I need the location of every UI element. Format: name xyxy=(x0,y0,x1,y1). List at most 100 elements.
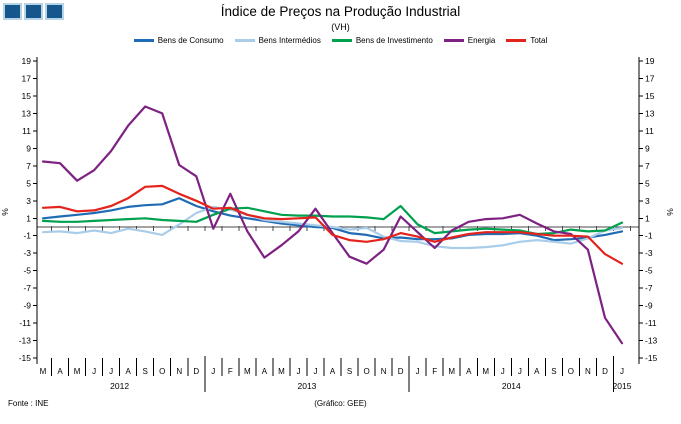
x-month-label: D xyxy=(398,367,404,376)
y-tick-label-left: 15 xyxy=(22,91,32,101)
x-month-label: M xyxy=(448,367,455,376)
legend: Bens de Consumo Bens Intermédios Bens de I… xyxy=(0,36,681,45)
y-tick-label-right: 11 xyxy=(645,126,654,136)
y-tick-label-left: -5 xyxy=(23,266,31,276)
y-tick-label-right: -1 xyxy=(645,231,653,241)
y-tick-label-right: -9 xyxy=(645,301,653,311)
y-tick-label-right: 5 xyxy=(645,178,650,188)
x-month-label: J xyxy=(501,367,505,376)
chart-subtitle: (VH) xyxy=(331,22,350,32)
y-tick-label-left: 1 xyxy=(26,213,31,223)
y-tick-label-left: 9 xyxy=(26,143,31,153)
x-month-label: N xyxy=(176,367,182,376)
legend-label: Bens de Investimento xyxy=(355,36,433,45)
x-year-label: 2015 xyxy=(613,381,632,391)
legend-item-total: Total xyxy=(506,36,547,45)
x-month-label: A xyxy=(262,367,268,376)
y-tick-label-left: 5 xyxy=(26,178,31,188)
x-month-label: O xyxy=(568,367,574,376)
x-month-label: S xyxy=(143,367,148,376)
legend-swatch xyxy=(331,39,352,42)
x-month-label: A xyxy=(125,367,131,376)
y-tick-label-left: 19 xyxy=(22,56,32,66)
x-month-label: J xyxy=(620,367,624,376)
x-year-label: 2012 xyxy=(110,381,129,391)
series-line-bens-de-investimento xyxy=(41,204,624,236)
y-tick-label-left: -1 xyxy=(23,231,31,241)
x-month-label: D xyxy=(602,367,608,376)
x-month-label: S xyxy=(347,367,352,376)
x-month-label: F xyxy=(432,367,437,376)
y-tick-label-left: 13 xyxy=(22,108,32,118)
y-tick-label-left: -9 xyxy=(23,301,31,311)
x-month-label: J xyxy=(296,367,300,376)
logo xyxy=(3,3,64,20)
legend-label: Bens Intermédios xyxy=(258,36,321,45)
y-tick-label-right: 9 xyxy=(645,143,650,153)
x-month-label: M xyxy=(40,367,47,376)
y-tick-label-left: -15 xyxy=(19,353,32,363)
credit-note: (Gráfico: GEE) xyxy=(314,399,367,408)
y-tick-label-left: -3 xyxy=(23,248,31,258)
series-line-energia xyxy=(41,105,624,345)
source-note: Fonte : INE xyxy=(8,399,49,408)
x-month-label: J xyxy=(109,367,113,376)
logo-square xyxy=(3,3,22,20)
x-month-label: A xyxy=(466,367,472,376)
x-month-label: A xyxy=(57,367,63,376)
x-month-label: M xyxy=(74,367,81,376)
y-tick-label-right: 13 xyxy=(645,108,655,118)
x-month-label: N xyxy=(381,367,387,376)
x-month-label: J xyxy=(211,367,215,376)
x-month-label: J xyxy=(313,367,317,376)
x-month-label: O xyxy=(159,367,165,376)
x-month-label: J xyxy=(92,367,96,376)
logo-square xyxy=(45,3,64,20)
y-tick-label-right: 7 xyxy=(645,161,650,171)
y-tick-label-right: -11 xyxy=(645,318,657,328)
y-tick-label-left: 7 xyxy=(26,161,31,171)
x-month-label: S xyxy=(551,367,556,376)
series-line-bens-intermedios xyxy=(41,205,624,250)
x-month-label: J xyxy=(416,367,420,376)
x-month-label: O xyxy=(363,367,369,376)
x-year-label: 2014 xyxy=(502,381,521,391)
x-month-label: A xyxy=(330,367,336,376)
x-month-label: M xyxy=(278,367,285,376)
x-month-label: D xyxy=(193,367,199,376)
legend-item-energia: Energia xyxy=(443,36,496,45)
y-tick-label-right: -5 xyxy=(645,266,653,276)
x-month-label: M xyxy=(244,367,251,376)
y-tick-label-left: 17 xyxy=(22,74,32,84)
chart-title: Índice de Preços na Produção Industrial xyxy=(220,4,461,19)
y-tick-label-right: 15 xyxy=(645,91,655,101)
legend-label: Energia xyxy=(467,36,496,45)
legend-item-bens-de-investimento: Bens de Investimento xyxy=(331,36,433,45)
y-tick-label-left: 11 xyxy=(22,126,31,136)
y-tick-label-right: 3 xyxy=(645,196,650,206)
x-year-label: 2013 xyxy=(297,381,316,391)
x-month-label: N xyxy=(585,367,591,376)
x-month-label: M xyxy=(482,367,489,376)
y-tick-label-right: -7 xyxy=(645,283,653,293)
legend-swatch xyxy=(443,39,464,42)
y-tick-label-right: -13 xyxy=(645,336,658,346)
y-tick-label-left: 3 xyxy=(26,196,31,206)
y-tick-label-right: 17 xyxy=(645,74,655,84)
y-tick-label-right: 19 xyxy=(645,56,655,66)
legend-item-bens-intermedios: Bens Intermédios xyxy=(234,36,321,45)
legend-swatch xyxy=(506,39,527,42)
y-tick-label-right: 1 xyxy=(645,213,650,223)
y-tick-label-right: -3 xyxy=(645,248,653,258)
legend-item-bens-de-consumo: Bens de Consumo xyxy=(133,36,224,45)
logo-square xyxy=(24,3,43,20)
legend-swatch xyxy=(133,39,154,42)
legend-label: Total xyxy=(530,36,548,45)
x-month-label: A xyxy=(534,367,540,376)
y-axis-title-right: % xyxy=(665,208,675,216)
y-tick-label-left: -13 xyxy=(19,336,32,346)
legend-swatch xyxy=(234,39,255,42)
series-line-total xyxy=(41,184,624,265)
